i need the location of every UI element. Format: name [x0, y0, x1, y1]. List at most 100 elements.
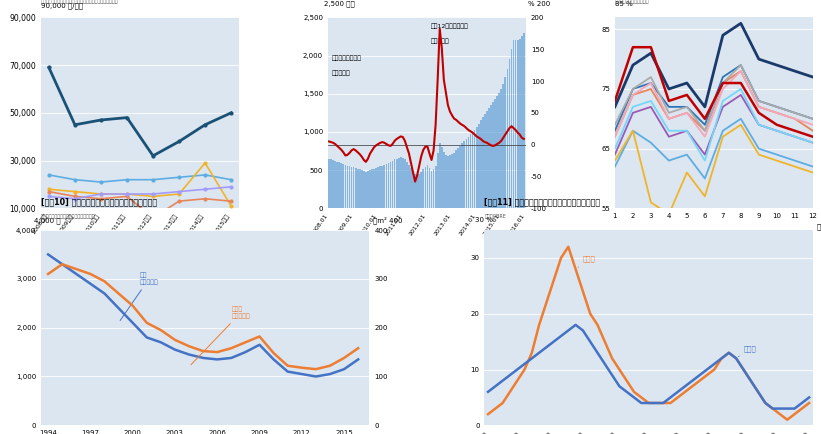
- Bar: [464, 141, 466, 208]
- Bar: [359, 169, 360, 208]
- Text: 床面積
【右目盛】: 床面積 【右目盛】: [191, 307, 250, 365]
- Bar: [341, 163, 342, 208]
- Bar: [346, 165, 348, 208]
- Bar: [396, 159, 397, 208]
- Bar: [424, 167, 426, 208]
- Bar: [337, 162, 338, 208]
- Bar: [420, 172, 422, 208]
- Bar: [371, 169, 373, 208]
- Bar: [355, 168, 356, 208]
- Bar: [374, 168, 375, 208]
- Bar: [461, 143, 463, 208]
- Text: 過去12ヶ月間合計値: 過去12ヶ月間合計値: [431, 23, 469, 29]
- Bar: [412, 171, 414, 208]
- Bar: [433, 169, 434, 208]
- Bar: [484, 115, 486, 208]
- Bar: [507, 69, 508, 208]
- Bar: [521, 36, 523, 208]
- Text: [図表11] 大型マルチテナント型物流施設の空室率: [図表11] 大型マルチテナント型物流施設の空室率: [484, 197, 600, 206]
- Bar: [474, 130, 475, 208]
- Text: 月: 月: [817, 224, 821, 230]
- Text: 4,000 棟: 4,000 棟: [34, 217, 61, 224]
- Bar: [392, 161, 393, 208]
- Bar: [379, 166, 381, 208]
- Bar: [486, 111, 488, 208]
- Bar: [338, 162, 340, 208]
- Bar: [333, 160, 334, 208]
- Bar: [447, 156, 449, 208]
- Text: 出所：「建築統計年報」「建築着工統計」: 出所：「建築統計年報」「建築着工統計」: [41, 214, 96, 219]
- Bar: [369, 170, 371, 208]
- Bar: [470, 134, 471, 208]
- Bar: [408, 165, 410, 208]
- Text: 30 %: 30 %: [475, 217, 493, 223]
- Bar: [349, 166, 351, 208]
- Text: 近畿圏: 近畿圏: [578, 256, 596, 267]
- Text: % 200: % 200: [528, 1, 550, 7]
- Bar: [378, 167, 379, 208]
- Bar: [445, 155, 447, 208]
- Bar: [423, 169, 424, 208]
- Text: ニッセイ基礎研究所が作成: ニッセイ基礎研究所が作成: [615, 0, 649, 4]
- Bar: [365, 172, 367, 208]
- Bar: [431, 171, 433, 208]
- Bar: [390, 162, 392, 208]
- Bar: [404, 159, 406, 208]
- Bar: [511, 49, 512, 208]
- Bar: [494, 99, 496, 208]
- Bar: [435, 165, 437, 208]
- Text: 首都圏: 首都圏: [738, 345, 756, 357]
- Bar: [468, 137, 470, 208]
- Bar: [472, 132, 474, 208]
- Bar: [406, 162, 408, 208]
- Bar: [492, 102, 494, 208]
- Bar: [523, 33, 525, 208]
- Bar: [342, 164, 344, 208]
- Text: 単月値前年同月比: 単月値前年同月比: [332, 56, 362, 61]
- Bar: [516, 40, 519, 208]
- Bar: [388, 163, 389, 208]
- Bar: [328, 159, 330, 208]
- Text: 【左目盛】: 【左目盛】: [431, 38, 450, 44]
- Bar: [353, 167, 355, 208]
- Text: 90,000 円/月坪: 90,000 円/月坪: [41, 3, 83, 9]
- Bar: [398, 158, 400, 208]
- Bar: [504, 77, 507, 208]
- Bar: [427, 165, 429, 208]
- Bar: [502, 84, 504, 208]
- Bar: [400, 157, 401, 208]
- Bar: [478, 124, 479, 208]
- Bar: [363, 171, 365, 208]
- Bar: [416, 175, 418, 208]
- Bar: [367, 171, 369, 208]
- Bar: [460, 146, 461, 208]
- Bar: [375, 168, 377, 208]
- Bar: [357, 168, 359, 208]
- Bar: [490, 105, 492, 208]
- Bar: [415, 174, 416, 208]
- Text: [図表10] 宿泊業用建築物の着工棟数、床面積推移: [図表10] 宿泊業用建築物の着工棟数、床面積推移: [41, 197, 157, 206]
- Bar: [482, 118, 484, 208]
- Bar: [361, 170, 363, 208]
- Bar: [519, 39, 521, 208]
- Bar: [351, 167, 352, 208]
- Bar: [443, 152, 445, 208]
- Bar: [386, 164, 388, 208]
- Bar: [345, 165, 346, 208]
- Bar: [334, 161, 336, 208]
- Bar: [429, 168, 430, 208]
- Bar: [382, 165, 383, 208]
- Bar: [449, 155, 451, 208]
- Bar: [383, 165, 385, 208]
- Bar: [476, 127, 478, 208]
- Bar: [500, 89, 502, 208]
- Text: 【右目盛】: 【右目盛】: [332, 71, 351, 76]
- Bar: [410, 168, 412, 208]
- Text: 出所：CBRE: 出所：CBRE: [484, 214, 507, 219]
- Bar: [394, 159, 396, 208]
- Bar: [437, 153, 438, 208]
- Bar: [498, 93, 500, 208]
- Bar: [441, 147, 443, 208]
- Bar: [419, 174, 420, 208]
- Bar: [508, 59, 511, 208]
